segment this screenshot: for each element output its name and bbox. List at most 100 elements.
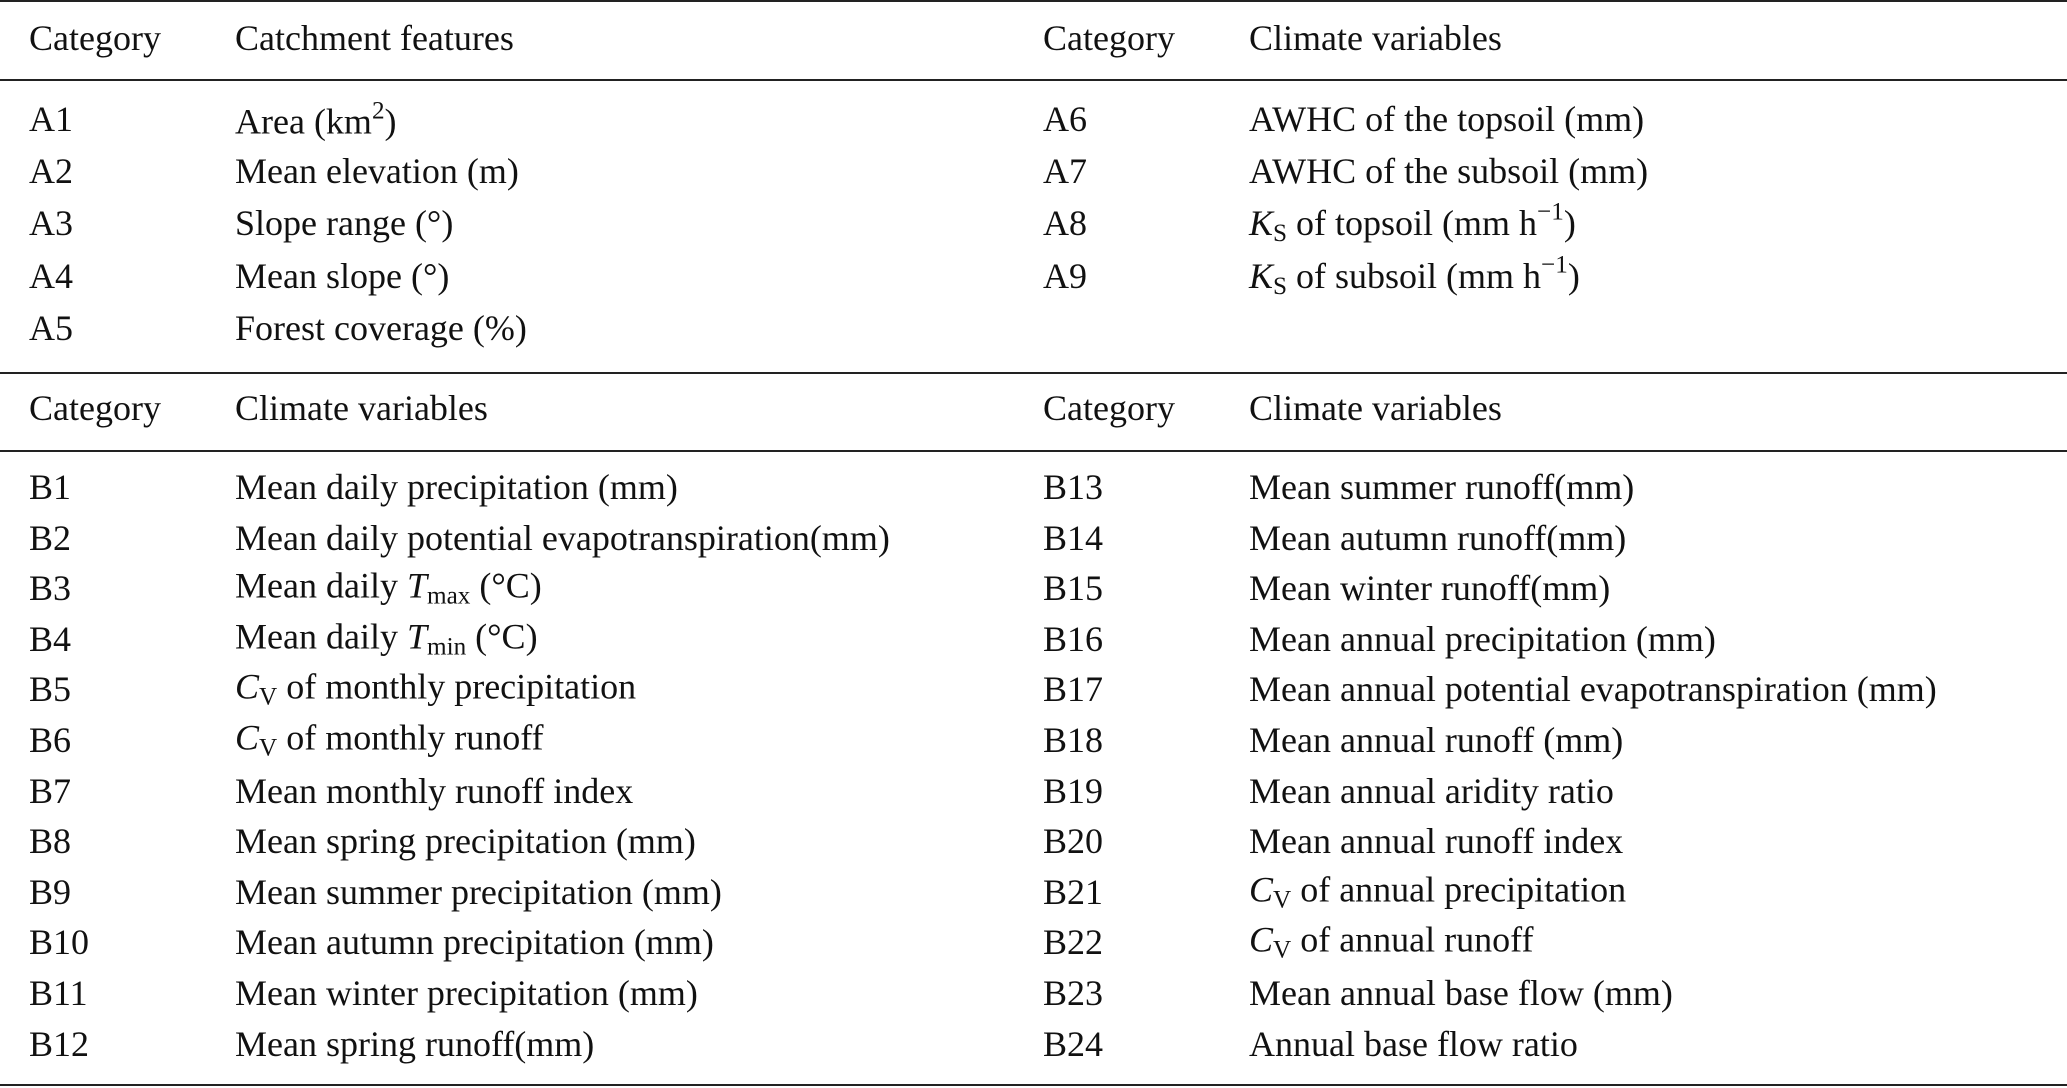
description: KS of subsoil (mm h−1) bbox=[1249, 252, 1580, 299]
description: Mean winter precipitation (mm) bbox=[235, 973, 698, 1013]
category: B11 bbox=[29, 973, 88, 1013]
category: B3 bbox=[29, 568, 72, 609]
category: B9 bbox=[29, 871, 72, 912]
description: Mean daily Tmin (°C) bbox=[235, 618, 538, 660]
text-run: C bbox=[235, 666, 260, 707]
description: CV of monthly runoff bbox=[235, 719, 544, 761]
column-header: Category bbox=[1043, 388, 1175, 428]
category: B4 bbox=[29, 618, 72, 659]
category: A8 bbox=[1043, 203, 1087, 244]
text-run: ) bbox=[1567, 255, 1580, 296]
text-run: C bbox=[235, 717, 260, 758]
category: B6 bbox=[29, 720, 72, 760]
category: B15 bbox=[1043, 568, 1104, 609]
description: Mean spring runoff(mm) bbox=[235, 1023, 595, 1064]
description: Mean daily potential evapotranspiration(… bbox=[235, 517, 890, 558]
text-run: −1 bbox=[1537, 199, 1564, 227]
description: Mean monthly runoff index bbox=[235, 770, 634, 811]
text-run: ) bbox=[1563, 203, 1576, 244]
text-run: 2 bbox=[371, 97, 385, 125]
category: B8 bbox=[29, 821, 72, 862]
column-header: Climate variables bbox=[1249, 18, 1502, 58]
description: Mean annual runoff index bbox=[1249, 821, 1624, 862]
category: A9 bbox=[1043, 255, 1087, 296]
text-run: K bbox=[1249, 203, 1274, 244]
category: A1 bbox=[29, 99, 73, 139]
text-run: T bbox=[406, 565, 427, 606]
description: Mean annual precipitation (mm) bbox=[1249, 618, 1716, 659]
description: Mean spring precipitation (mm) bbox=[235, 821, 696, 862]
category: A2 bbox=[29, 151, 73, 192]
description: Slope range (°) bbox=[235, 203, 454, 244]
column-header: Category bbox=[1043, 18, 1175, 58]
category: B17 bbox=[1043, 669, 1104, 710]
description: AWHC of the topsoil (mm) bbox=[1249, 99, 1645, 139]
text-run: of topsoil (mm h bbox=[1287, 203, 1538, 244]
description: Mean annual runoff (mm) bbox=[1249, 720, 1624, 760]
rule bbox=[0, 450, 2067, 452]
text-run: (°C) bbox=[470, 565, 542, 606]
text-run: V bbox=[1273, 936, 1292, 964]
text-run: of annual precipitation bbox=[1291, 869, 1627, 910]
description: Mean annual base flow (mm) bbox=[1249, 973, 1673, 1013]
description: CV of monthly precipitation bbox=[235, 669, 636, 711]
category: A3 bbox=[29, 203, 73, 244]
category: B16 bbox=[1043, 618, 1104, 659]
description: Mean slope (°) bbox=[235, 255, 450, 296]
text-run: of monthly precipitation bbox=[277, 666, 637, 707]
description: Mean annual aridity ratio bbox=[1249, 770, 1614, 811]
category: B13 bbox=[1043, 467, 1104, 507]
category: B23 bbox=[1043, 973, 1104, 1013]
description: CV of annual runoff bbox=[1249, 922, 1533, 964]
category: B7 bbox=[29, 770, 72, 811]
description: KS of topsoil (mm h−1) bbox=[1249, 200, 1576, 247]
rule bbox=[0, 1084, 2067, 1086]
text-run: min bbox=[426, 633, 467, 661]
text-run: C bbox=[1249, 869, 1274, 910]
column-header: Category bbox=[29, 388, 161, 428]
text-run: V bbox=[259, 734, 278, 762]
column-header: Category bbox=[29, 18, 161, 58]
description: Forest coverage (%) bbox=[235, 307, 527, 348]
text-run: of subsoil (mm h bbox=[1287, 255, 1542, 296]
description: Mean daily precipitation (mm) bbox=[235, 467, 678, 507]
text-run: Mean daily bbox=[235, 616, 407, 657]
text-run: V bbox=[259, 683, 278, 711]
text-run: max bbox=[426, 582, 471, 610]
rule bbox=[0, 0, 2067, 2]
text-run: (°C) bbox=[466, 616, 538, 657]
description: Mean summer runoff(mm) bbox=[1249, 467, 1635, 507]
rule bbox=[0, 79, 2067, 81]
rule bbox=[0, 372, 2067, 374]
text-run: C bbox=[1249, 919, 1274, 960]
category: A7 bbox=[1043, 151, 1087, 192]
text-run: Mean daily bbox=[235, 565, 407, 606]
description: Mean daily Tmax (°C) bbox=[235, 567, 542, 609]
text-run: −1 bbox=[1541, 251, 1568, 279]
category: B18 bbox=[1043, 720, 1104, 760]
description: Area (km2) bbox=[235, 98, 397, 139]
text-run: S bbox=[1273, 272, 1288, 300]
description: Mean autumn precipitation (mm) bbox=[235, 922, 714, 963]
category: B22 bbox=[1043, 922, 1104, 963]
description: Mean elevation (m) bbox=[235, 151, 519, 192]
category: A4 bbox=[29, 255, 73, 296]
text-run: V bbox=[1273, 886, 1292, 914]
column-header: Climate variables bbox=[1249, 388, 1502, 428]
category: B19 bbox=[1043, 770, 1104, 811]
category: A5 bbox=[29, 307, 73, 348]
description: Mean autumn runoff(mm) bbox=[1249, 517, 1627, 558]
category: B2 bbox=[29, 517, 72, 558]
text-run: S bbox=[1273, 220, 1288, 248]
category: B14 bbox=[1043, 517, 1104, 558]
text-run: of annual runoff bbox=[1291, 919, 1534, 960]
description: Mean winter runoff(mm) bbox=[1249, 568, 1611, 609]
category: A6 bbox=[1043, 99, 1087, 139]
text-run: K bbox=[1249, 255, 1274, 296]
column-header: Catchment features bbox=[235, 18, 514, 58]
column-header: Climate variables bbox=[235, 388, 488, 428]
description: Mean annual potential evapotranspiration… bbox=[1249, 669, 1937, 710]
category: B20 bbox=[1043, 821, 1104, 862]
description: Mean summer precipitation (mm) bbox=[235, 871, 722, 912]
